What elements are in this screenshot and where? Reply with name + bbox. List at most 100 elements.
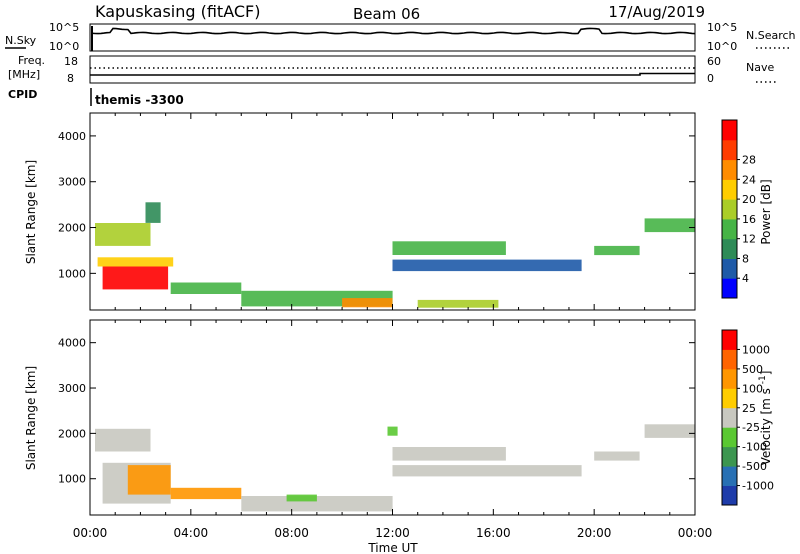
velocity-region-1 [127, 465, 171, 495]
noise-left-tick-bottom: 10^0 [49, 40, 79, 53]
freq-panel: Freq. [MHz] 18 8 60 0 Nave [8, 54, 778, 85]
nave-right-tick-top: 60 [707, 55, 721, 68]
power-region-4 [170, 282, 242, 294]
station-title: Kapuskasing (fitACF) [95, 2, 260, 21]
power-region-11 [644, 218, 695, 233]
power-region-3 [145, 202, 161, 223]
power-colorbar-label: Power [dB] [759, 179, 773, 244]
power-colorbar-label-4: 20 [742, 193, 756, 206]
time-axis-label: Time UT [367, 541, 418, 554]
freq-left-tick-bottom: 8 [67, 72, 74, 85]
velocity-colorbar-label-6: -500 [742, 460, 767, 473]
beam-title: Beam 06 [353, 5, 420, 23]
velocity-colorbar-label-0: 1000 [742, 343, 770, 356]
time-tick-label-3: 12:00 [375, 526, 410, 540]
power-colorbar-swatch-7 [722, 139, 737, 161]
power-data-layer [95, 202, 695, 308]
power-colorbar-swatch-5 [722, 179, 737, 200]
power-ytick-label-2: 3000 [58, 176, 86, 189]
velocity-panel-frame [89, 319, 696, 516]
velocity-ytick-label-1: 2000 [58, 427, 86, 440]
velocity-region-8 [387, 426, 398, 436]
power-colorbar-swatch-2 [722, 238, 737, 259]
noise-panel: N.Sky 10^5 10^0 10^5 10^0 N.Search [5, 21, 796, 53]
velocity-colorbar-swatch-5 [722, 388, 737, 409]
time-tick-label-2: 08:00 [274, 526, 309, 540]
freq-left-label-2: [MHz] [8, 68, 40, 81]
freq-left-label-1: Freq. [18, 54, 45, 67]
power-region-6 [342, 298, 393, 308]
velocity-colorbar-label-3: 25 [742, 402, 756, 415]
velocity-colorbar-swatch-3 [722, 427, 737, 448]
velocity-colorbar-label-2: 100 [742, 382, 763, 395]
freq-left-tick-top: 18 [64, 55, 78, 68]
power-region-2 [95, 223, 151, 246]
power-colorbar-label-5: 24 [742, 173, 756, 186]
cpid-label: CPID [8, 88, 37, 101]
freq-series [90, 72, 695, 76]
noise-right-label: N.Search [746, 29, 796, 42]
power-colorbar-swatch-1 [722, 258, 737, 279]
velocity-colorbar-swatch-1 [722, 466, 737, 486]
time-tick-label-6: 00:00 [678, 526, 713, 540]
power-colorbar-swatch-4 [722, 199, 737, 220]
power-colorbar-label-1: 8 [742, 252, 749, 265]
freq-panel-frame [89, 55, 696, 84]
velocity-colorbar-label-5: -100 [742, 441, 767, 454]
power-colorbar: 4 8 12 16 20 24 28 [721, 119, 756, 299]
power-region-1 [97, 257, 174, 267]
velocity-colorbar-label-7: -1000 [742, 480, 774, 493]
velocity-ytick-label-2: 3000 [58, 382, 86, 395]
velocity-region-10 [644, 424, 695, 438]
power-colorbar-label-2: 12 [742, 233, 756, 246]
power-colorbar-label-3: 16 [742, 213, 756, 226]
power-region-0 [102, 266, 169, 290]
nave-right-tick-bottom: 0 [707, 72, 714, 85]
velocity-colorbar-swatch-6 [722, 368, 737, 389]
power-colorbar-swatch-3 [722, 218, 737, 240]
noise-sky-series [91, 27, 696, 35]
time-tick-label-5: 20:00 [577, 526, 612, 540]
noise-right-tick-bottom: 10^0 [707, 40, 737, 53]
noise-panel-frame [89, 23, 696, 52]
nave-right-label: Nave [746, 61, 774, 74]
velocity-ytick-label-0: 1000 [58, 473, 86, 486]
noise-left-label: N.Sky [5, 34, 37, 47]
velocity-ylabel: Slant Range [km] [24, 366, 38, 470]
time-tick-label-4: 16:00 [476, 526, 511, 540]
power-colorbar-swatch-8 [722, 120, 737, 141]
velocity-panel: 1000 2000 3000 4000 Slant Range [km] 1000 50… [24, 319, 774, 516]
velocity-region-4 [241, 496, 393, 512]
velocity-colorbar-swatch-7 [722, 349, 737, 370]
time-tick-label-0: 00:00 [73, 526, 108, 540]
power-ytick-label-3: 4000 [58, 130, 86, 143]
velocity-region-6 [392, 447, 506, 461]
velocity-colorbar-label: Velocity [m s -1] [758, 371, 773, 466]
power-colorbar-swatch-0 [722, 278, 737, 299]
power-colorbar-label-6: 28 [742, 154, 756, 167]
power-ylabel: Slant Range [km] [24, 160, 38, 264]
power-panel: 1000 2000 3000 4000 Slant Range [km] 4 8 12 16… [24, 112, 773, 311]
velocity-region-5 [286, 494, 317, 502]
velocity-region-2 [95, 428, 151, 452]
velocity-region-3 [170, 487, 242, 500]
time-axis: 00:00 04:00 08:00 12:00 16:00 20:00 00:00 [73, 526, 713, 540]
velocity-region-9 [594, 451, 640, 461]
velocity-colorbar-swatch-8 [722, 330, 737, 350]
power-region-7 [392, 241, 506, 255]
noise-left-tick-top: 10^5 [49, 21, 79, 34]
cpid-value: themis -3300 [95, 93, 184, 107]
velocity-region-7 [392, 465, 582, 477]
velocity-colorbar-swatch-2 [722, 446, 737, 467]
power-region-9 [417, 299, 499, 308]
power-colorbar-label-0: 4 [742, 272, 749, 285]
time-tick-label-1: 04:00 [174, 526, 209, 540]
velocity-colorbar-swatch-4 [722, 407, 737, 428]
power-region-10 [594, 245, 640, 256]
power-ytick-label-1: 2000 [58, 222, 86, 235]
cpid-panel: CPID themis -3300 [8, 88, 184, 107]
power-ytick-label-0: 1000 [58, 267, 86, 280]
velocity-colorbar-label-1: 500 [742, 363, 763, 376]
power-panel-frame [89, 112, 696, 311]
